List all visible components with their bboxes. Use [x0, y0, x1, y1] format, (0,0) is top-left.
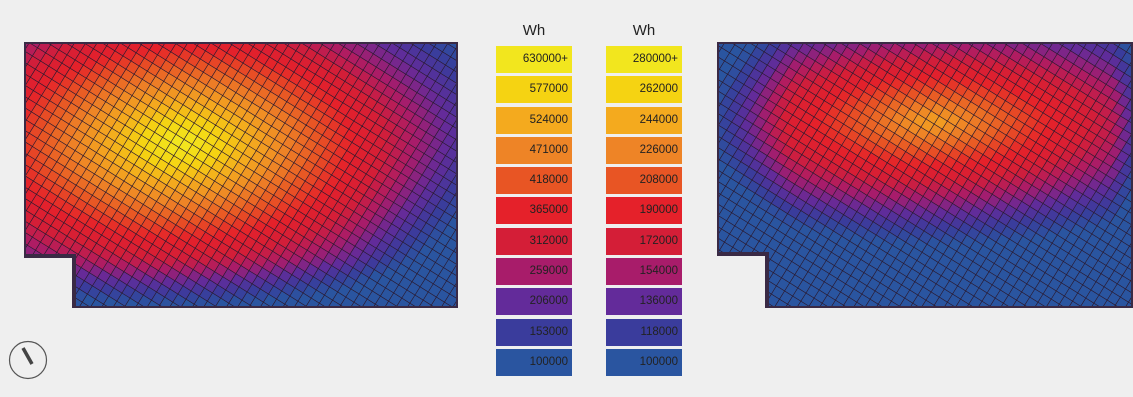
legend-swatch: 154000	[606, 258, 682, 286]
legend-swatch: 280000+	[606, 46, 682, 73]
legend-swatch: 226000	[606, 136, 682, 164]
legend-swatch: 262000	[606, 76, 682, 104]
heatmap-right	[717, 42, 1133, 308]
legend-swatch: 365000	[496, 197, 572, 225]
legend-unit: Wh	[522, 22, 546, 39]
legend-swatch: 118000	[606, 318, 682, 346]
legend-swatch: 190000	[606, 197, 682, 225]
north-arrow-icon	[8, 340, 48, 380]
legend-swatch: 471000	[496, 136, 572, 164]
legend-swatch: 244000	[606, 106, 682, 134]
legend-swatch: 100000	[606, 348, 682, 376]
heatmap-left	[24, 42, 458, 308]
legend-swatch: 577000	[496, 76, 572, 104]
legend-swatch: 259000	[496, 258, 572, 286]
legend-swatch: 312000	[496, 227, 572, 255]
legend-unit: Wh	[632, 22, 656, 39]
legend-swatch: 208000	[606, 167, 682, 195]
legend-swatch: 630000+	[496, 46, 572, 73]
legend-swatch: 206000	[496, 288, 572, 316]
legend-swatch: 418000	[496, 167, 572, 195]
legend-right: Wh 280000+ 262000 244000 226000 208000 190000…	[606, 22, 682, 376]
legend-swatch: 172000	[606, 227, 682, 255]
legend-swatch: 153000	[496, 318, 572, 346]
legend-swatch: 100000	[496, 348, 572, 376]
legend-swatch: 136000	[606, 288, 682, 316]
legend-swatch: 524000	[496, 106, 572, 134]
legend-left: Wh 630000+ 577000 524000 471000 418000 365000…	[496, 22, 572, 376]
